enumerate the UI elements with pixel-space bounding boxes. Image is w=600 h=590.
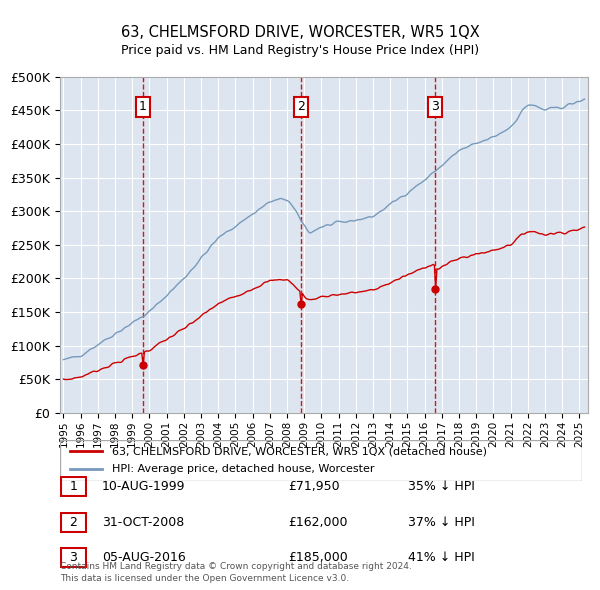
Text: 1: 1 — [70, 480, 77, 493]
Text: 41% ↓ HPI: 41% ↓ HPI — [408, 551, 475, 564]
Text: 31-OCT-2008: 31-OCT-2008 — [102, 516, 184, 529]
Text: £185,000: £185,000 — [288, 551, 348, 564]
Text: Contains HM Land Registry data © Crown copyright and database right 2024.
This d: Contains HM Land Registry data © Crown c… — [60, 562, 412, 583]
Text: 63, CHELMSFORD DRIVE, WORCESTER, WR5 1QX (detached house): 63, CHELMSFORD DRIVE, WORCESTER, WR5 1QX… — [112, 446, 487, 456]
Text: 63, CHELMSFORD DRIVE, WORCESTER, WR5 1QX: 63, CHELMSFORD DRIVE, WORCESTER, WR5 1QX — [121, 25, 479, 40]
Text: £71,950: £71,950 — [288, 480, 340, 493]
Text: 2: 2 — [70, 516, 77, 529]
Text: 05-AUG-2016: 05-AUG-2016 — [102, 551, 186, 564]
Text: 35% ↓ HPI: 35% ↓ HPI — [408, 480, 475, 493]
Text: 37% ↓ HPI: 37% ↓ HPI — [408, 516, 475, 529]
Text: £162,000: £162,000 — [288, 516, 347, 529]
Text: 1: 1 — [139, 100, 147, 113]
Text: Price paid vs. HM Land Registry's House Price Index (HPI): Price paid vs. HM Land Registry's House … — [121, 44, 479, 57]
Text: 10-AUG-1999: 10-AUG-1999 — [102, 480, 185, 493]
Text: 3: 3 — [431, 100, 439, 113]
Text: HPI: Average price, detached house, Worcester: HPI: Average price, detached house, Worc… — [112, 464, 374, 474]
Text: 3: 3 — [70, 551, 77, 564]
Text: 2: 2 — [298, 100, 305, 113]
